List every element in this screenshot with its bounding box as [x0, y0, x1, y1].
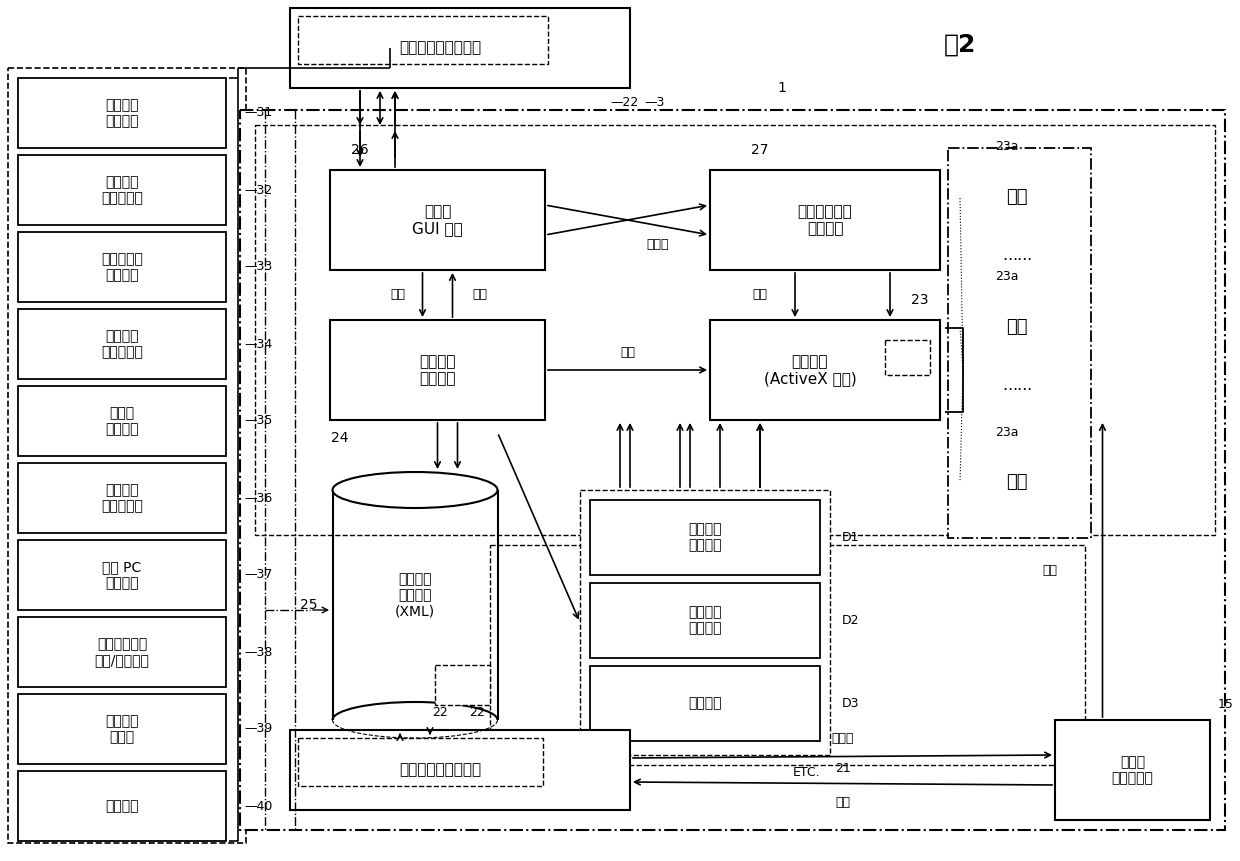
Text: 工作流程
引擎模块: 工作流程 引擎模块: [419, 354, 456, 387]
Text: 图2: 图2: [944, 33, 976, 57]
Text: D2: D2: [842, 614, 859, 627]
Text: 活动: 活动: [1006, 473, 1028, 491]
Bar: [590, 500, 820, 575]
Text: 工作流程
观察器功能: 工作流程 观察器功能: [102, 175, 143, 205]
Bar: [490, 545, 1085, 765]
Text: 控制: 控制: [835, 796, 849, 809]
Bar: [298, 738, 543, 786]
Text: 超声波
系统控制器: 超声波 系统控制器: [1111, 755, 1153, 785]
Text: 23a: 23a: [994, 270, 1018, 283]
Bar: [241, 110, 1225, 830]
Text: —38: —38: [244, 646, 273, 659]
Bar: [19, 463, 226, 533]
Text: 控制: 控制: [620, 345, 635, 358]
Text: 26: 26: [351, 143, 368, 157]
Bar: [960, 165, 1075, 230]
Bar: [19, 386, 226, 456]
Text: 22: 22: [469, 705, 485, 718]
Bar: [330, 320, 546, 420]
Bar: [19, 78, 226, 148]
Text: 源信息: 源信息: [646, 238, 668, 251]
Text: —35: —35: [244, 414, 273, 428]
Text: 可视工作流程编辑器: 可视工作流程编辑器: [399, 40, 481, 55]
Bar: [19, 617, 226, 687]
Text: —22: —22: [611, 96, 639, 109]
Text: —40: —40: [244, 800, 273, 813]
Text: 1: 1: [777, 81, 786, 95]
Text: 系统的
GUI 部分: 系统的 GUI 部分: [412, 204, 463, 236]
Text: 工作流程选择
菜单部分: 工作流程选择 菜单部分: [797, 204, 852, 236]
Text: 25: 25: [300, 598, 317, 612]
Bar: [290, 8, 630, 88]
Text: D1: D1: [842, 531, 859, 544]
Text: —36: —36: [244, 492, 273, 505]
Text: 工作流程数据
导出/导入功能: 工作流程数据 导出/导入功能: [94, 637, 150, 667]
Text: 活动: 活动: [1006, 318, 1028, 336]
Bar: [19, 232, 226, 302]
Text: D3: D3: [842, 697, 859, 710]
Text: 23: 23: [911, 293, 929, 307]
Text: —33: —33: [244, 261, 273, 274]
Bar: [1055, 720, 1210, 820]
Bar: [711, 170, 940, 270]
Text: 15: 15: [1218, 698, 1234, 711]
Text: 工作流程
编辑功能: 工作流程 编辑功能: [105, 98, 139, 128]
Text: 向导功能: 向导功能: [105, 799, 139, 813]
Bar: [711, 320, 940, 420]
Bar: [330, 170, 546, 270]
Bar: [255, 125, 1215, 535]
Text: 工作流程
文件部分
(XML): 工作流程 文件部分 (XML): [394, 572, 435, 618]
Text: 23a: 23a: [994, 140, 1018, 153]
Text: 工作流程
模板数据: 工作流程 模板数据: [688, 605, 722, 635]
Text: —39: —39: [244, 722, 273, 735]
Text: 22: 22: [432, 705, 448, 718]
Bar: [949, 148, 1091, 538]
Text: —34: —34: [244, 338, 273, 350]
Bar: [580, 490, 830, 755]
Bar: [19, 540, 226, 610]
Text: ETC.: ETC.: [792, 766, 820, 779]
Text: 活动: 活动: [1006, 188, 1028, 206]
Text: —3: —3: [645, 96, 665, 109]
Bar: [19, 694, 226, 764]
Text: 保险点
计算功能: 保险点 计算功能: [105, 406, 139, 437]
Text: 外部 PC
编辑功能: 外部 PC 编辑功能: [103, 560, 141, 590]
Bar: [435, 665, 490, 705]
Text: 21: 21: [835, 761, 851, 775]
Text: 自定义活动
注册功能: 自定义活动 注册功能: [102, 252, 143, 282]
Text: ……: ……: [1002, 377, 1032, 393]
Bar: [298, 16, 548, 64]
Text: —31: —31: [244, 107, 273, 120]
Bar: [960, 295, 1075, 360]
Text: —32: —32: [244, 183, 273, 196]
Text: 检查状态
监视器功能: 检查状态 监视器功能: [102, 483, 143, 513]
Text: 状态数据: 状态数据: [688, 697, 722, 710]
Bar: [7, 68, 246, 843]
Bar: [19, 771, 226, 841]
Text: 控制: 控制: [391, 288, 405, 301]
Text: 检查时间
模拟器功能: 检查时间 模拟器功能: [102, 329, 143, 359]
Text: 工作流程
协议数据: 工作流程 协议数据: [688, 523, 722, 553]
Bar: [19, 155, 226, 225]
Bar: [960, 450, 1075, 515]
Bar: [885, 340, 930, 375]
Text: 状态: 状态: [472, 288, 487, 301]
Text: 状态: 状态: [753, 288, 768, 301]
Text: 27: 27: [751, 143, 769, 157]
Text: ……: ……: [1002, 247, 1032, 263]
Text: —37: —37: [244, 568, 273, 581]
Text: 23a: 23a: [994, 425, 1018, 438]
Text: 同步化: 同步化: [831, 732, 854, 745]
Text: 数据同步
化功能: 数据同步 化功能: [105, 714, 139, 744]
Text: 活动部分
(ActiveX 控制): 活动部分 (ActiveX 控制): [764, 354, 857, 387]
Ellipse shape: [332, 472, 497, 508]
Text: 24: 24: [331, 431, 348, 445]
Text: 可视工作流程编辑器: 可视工作流程编辑器: [399, 763, 481, 777]
Bar: [590, 666, 820, 741]
Text: 状态: 状态: [1043, 563, 1058, 577]
Bar: [19, 309, 226, 379]
Bar: [590, 583, 820, 658]
Bar: [290, 730, 630, 810]
